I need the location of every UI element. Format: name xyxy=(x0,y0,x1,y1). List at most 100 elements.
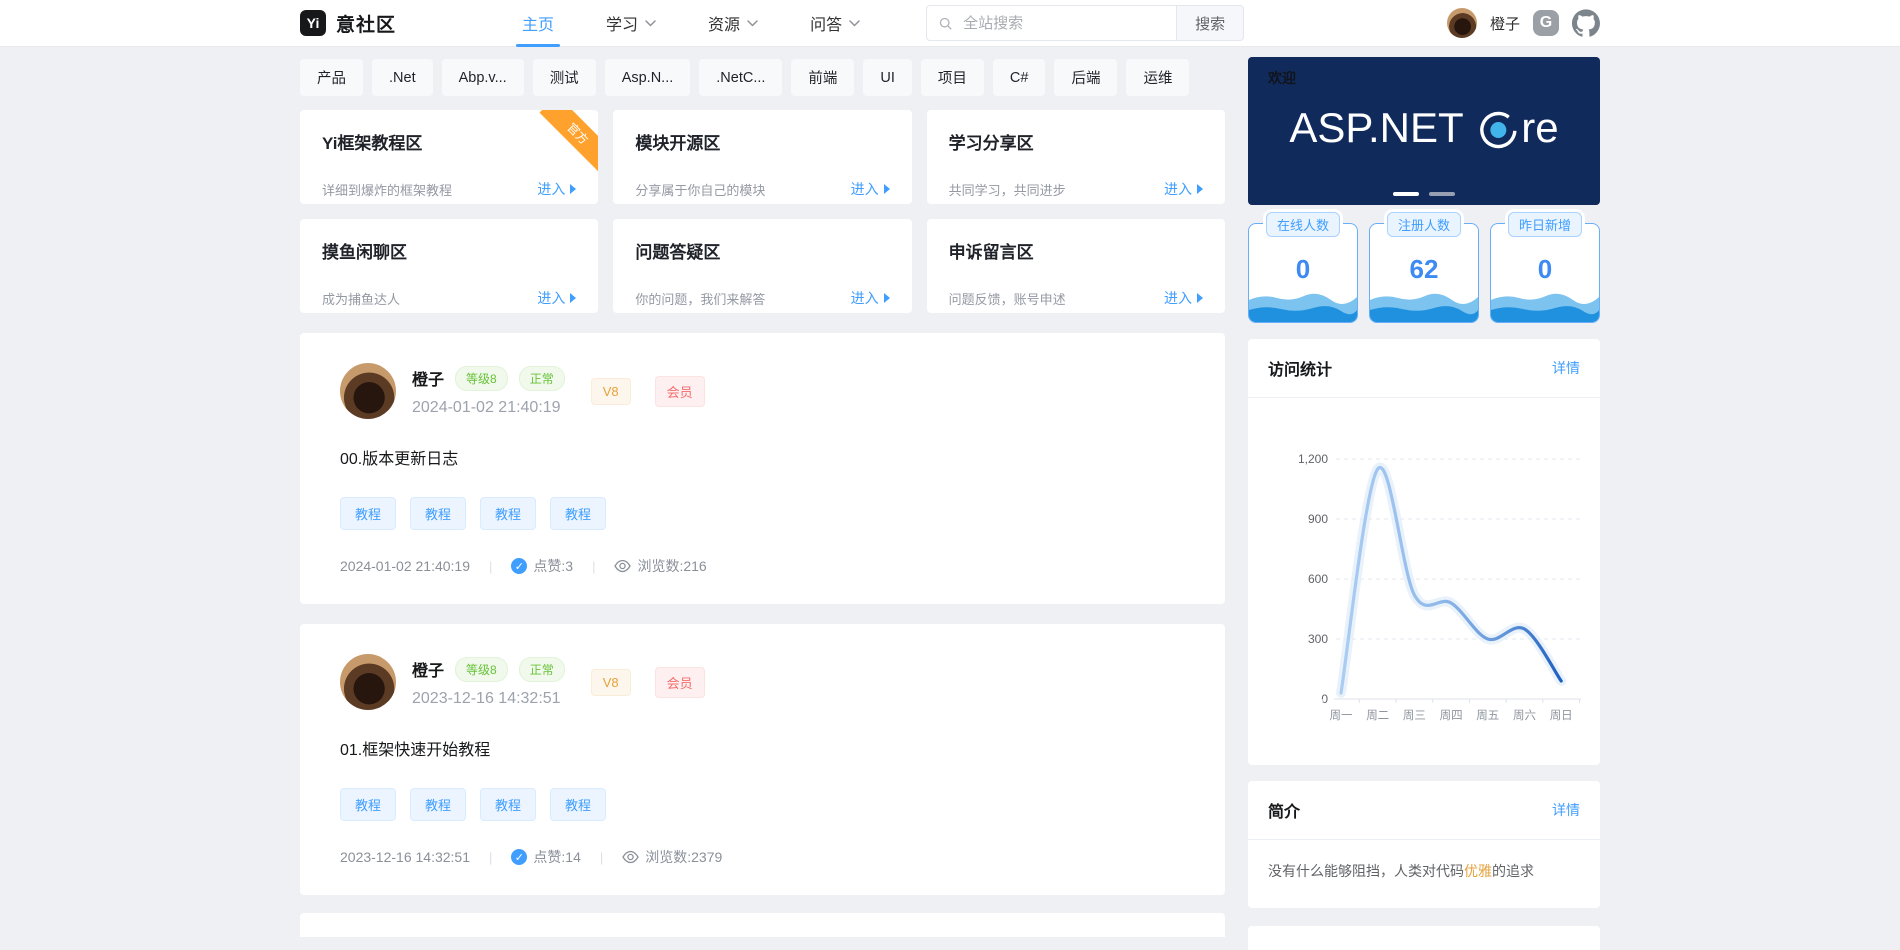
post-card[interactable]: 橙子 等级8 正常 2023-12-16 14:32:51 V8 会员 01.框… xyxy=(300,624,1225,895)
post-tag[interactable]: 教程 xyxy=(410,788,467,821)
nav-item-qa[interactable]: 问答 xyxy=(784,0,886,46)
intro-title: 简介 xyxy=(1268,804,1301,821)
like-count: 点赞:3 xyxy=(533,558,574,574)
zone-card[interactable]: 问题答疑区 你的问题，我们来解答 进入 xyxy=(613,219,912,313)
search-box[interactable] xyxy=(926,5,1177,41)
enter-arrow-icon xyxy=(883,293,890,303)
yi-logo-icon: Yi xyxy=(300,10,326,36)
svg-text:900: 900 xyxy=(1308,512,1328,526)
level-badge: 等级8 xyxy=(455,656,508,682)
wave-decoration xyxy=(1249,293,1357,322)
post-tag[interactable]: 教程 xyxy=(340,497,397,530)
visit-stats-detail-link[interactable]: 详情 xyxy=(1552,360,1580,376)
topic-tag[interactable]: 后端 xyxy=(1054,59,1118,96)
zone-enter-link[interactable]: 进入 xyxy=(1164,179,1203,199)
topic-tag[interactable]: Abp.v... xyxy=(441,59,524,96)
zone-card[interactable]: 学习分享区 共同学习，共同进步 进入 xyxy=(926,110,1225,204)
stat-label: 在线人数 xyxy=(1265,212,1341,237)
post-tag[interactable]: 教程 xyxy=(410,497,467,530)
next-side-card-peek xyxy=(1248,926,1600,950)
site-search: 搜索 xyxy=(926,5,1245,41)
wave-decoration xyxy=(1491,293,1599,322)
zone-card[interactable]: Yi框架教程区 详细到爆炸的框架教程 进入 官方 xyxy=(300,110,599,204)
enter-arrow-icon xyxy=(1197,184,1203,194)
nav-item-learn[interactable]: 学习 xyxy=(580,0,682,46)
svg-text:0: 0 xyxy=(1321,692,1328,706)
visit-stats-card: 访问统计 详情 0 300 600 900 1,200 周一 周二 周三 周四 周五 周六 周日 xyxy=(1248,339,1600,765)
topic-tag[interactable]: 运维 xyxy=(1126,59,1190,96)
nav-item-resources[interactable]: 资源 xyxy=(682,0,784,46)
carousel-dot-active[interactable] xyxy=(1393,192,1419,196)
stat-value: 0 xyxy=(1295,254,1311,284)
topic-tag[interactable]: .Net xyxy=(372,59,433,96)
post-footer-date: 2024-01-02 21:40:19 xyxy=(340,558,470,574)
post-tag[interactable]: 教程 xyxy=(550,497,607,530)
search-input[interactable] xyxy=(961,13,1165,33)
stat-card-row: 在线人数 0 注册人数 62 昨日新增 0 xyxy=(1248,212,1600,323)
post-card[interactable]: 橙子 等级8 正常 2024-01-02 21:40:19 V8 会员 00.版… xyxy=(300,333,1225,604)
wave-decoration xyxy=(1370,293,1478,322)
intro-detail-link[interactable]: 详情 xyxy=(1552,802,1580,818)
post-tag[interactable]: 教程 xyxy=(480,497,537,530)
github-icon[interactable] xyxy=(1572,9,1600,37)
visit-chart: 0 300 600 900 1,200 周一 周二 周三 周四 周五 周六 周日 xyxy=(1248,398,1600,765)
topic-tag[interactable]: 产品 xyxy=(300,59,363,96)
zone-card[interactable]: 摸鱼闲聊区 成为捕鱼达人 进入 xyxy=(300,219,599,313)
enter-arrow-icon xyxy=(883,184,890,194)
topic-tag[interactable]: 前端 xyxy=(791,59,855,96)
zone-card[interactable]: 申诉留言区 问题反馈，账号申述 进入 xyxy=(926,219,1225,313)
post-author-avatar[interactable] xyxy=(340,363,396,419)
search-button[interactable]: 搜索 xyxy=(1176,5,1245,41)
status-badge: 正常 xyxy=(518,656,565,682)
zone-enter-link[interactable]: 进入 xyxy=(537,179,577,199)
post-author-name[interactable]: 橙子 xyxy=(412,372,445,389)
post-author-name[interactable]: 橙子 xyxy=(412,663,445,680)
post-title[interactable]: 01.框架快速开始教程 xyxy=(340,742,491,759)
aspnet-core-logo: ASP.NET re xyxy=(1289,104,1559,151)
svg-text:1,200: 1,200 xyxy=(1298,452,1328,466)
zone-description: 成为捕鱼达人 xyxy=(322,291,401,307)
topic-tag[interactable]: 项目 xyxy=(920,59,984,96)
post-title[interactable]: 00.版本更新日志 xyxy=(340,451,459,468)
topic-tag[interactable]: .NetC... xyxy=(699,59,783,96)
zone-enter-link[interactable]: 进入 xyxy=(537,288,577,308)
post-tag[interactable]: 教程 xyxy=(550,788,607,821)
zone-enter-link[interactable]: 进入 xyxy=(851,288,890,308)
svg-text:300: 300 xyxy=(1308,632,1328,646)
post-tag[interactable]: 教程 xyxy=(480,788,537,821)
topic-tag[interactable]: 测试 xyxy=(532,59,596,96)
post-tag[interactable]: 教程 xyxy=(340,788,397,821)
like-check-icon: ✓ xyxy=(511,558,528,574)
next-post-card-peek[interactable] xyxy=(300,913,1225,937)
top-navbar: Yi 意社区 主页 学习 资源 问答 搜索 xyxy=(0,0,1900,47)
welcome-banner[interactable]: 欢迎 ASP.NET re xyxy=(1248,57,1600,205)
user-avatar[interactable] xyxy=(1446,8,1477,38)
level-badge: 等级8 xyxy=(455,365,508,391)
site-title: 意社区 xyxy=(336,14,397,36)
enter-arrow-icon xyxy=(570,293,577,303)
topic-tag[interactable]: UI xyxy=(863,59,912,96)
post-author-avatar[interactable] xyxy=(340,654,396,710)
view-count: 浏览数:2379 xyxy=(645,849,723,865)
gitee-icon[interactable]: G xyxy=(1533,10,1559,36)
carousel-dot-inactive[interactable] xyxy=(1429,192,1455,196)
zone-enter-link[interactable]: 进入 xyxy=(1164,288,1203,308)
zone-card[interactable]: 模块开源区 分享属于你自己的模块 进入 xyxy=(613,110,912,204)
topic-tag[interactable]: C# xyxy=(992,59,1046,96)
vip-badge: V8 xyxy=(590,377,631,405)
stat-card: 在线人数 0 xyxy=(1248,212,1358,323)
enter-arrow-icon xyxy=(1197,293,1203,303)
svg-text:600: 600 xyxy=(1308,572,1328,586)
chevron-down-icon xyxy=(747,19,758,26)
svg-text:周二: 周二 xyxy=(1366,709,1389,722)
zone-enter-link[interactable]: 进入 xyxy=(851,179,890,199)
post-tag-row: 教程 教程 教程 教程 xyxy=(340,788,1185,821)
nav-item-home[interactable]: 主页 xyxy=(496,0,580,47)
username[interactable]: 橙子 xyxy=(1489,15,1520,33)
intro-highlight-link[interactable]: 优雅 xyxy=(1464,863,1492,879)
site-logo[interactable]: Yi 意社区 xyxy=(300,10,396,37)
post-date: 2023-12-16 14:32:51 xyxy=(412,689,561,707)
topic-tag[interactable]: Asp.N... xyxy=(604,59,691,96)
zone-title: 学习分享区 xyxy=(948,134,1034,153)
banner-welcome-label: 欢迎 xyxy=(1268,70,1296,86)
